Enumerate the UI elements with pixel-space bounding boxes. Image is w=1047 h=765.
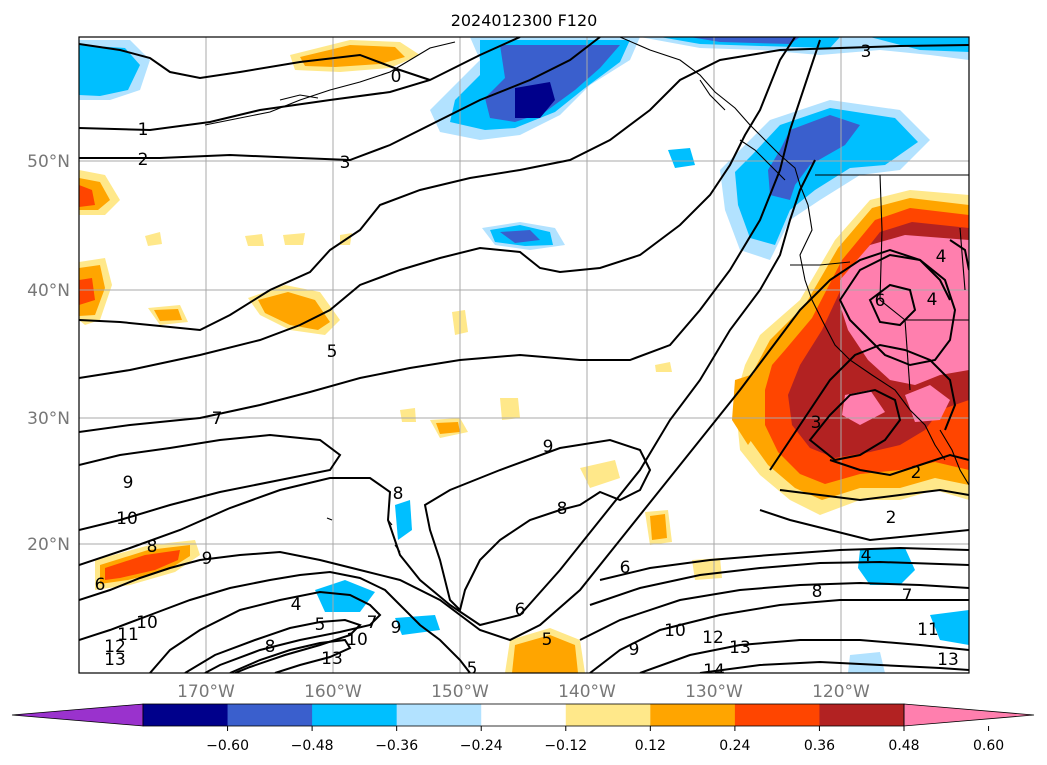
colorbar-tick-label: −0.60 (206, 738, 249, 754)
contour-label: 13 (321, 649, 343, 669)
colorbar-cell (396, 704, 482, 726)
contour-labels: 0 1 2 3 3 5 7 9 9 10 8 9 8 8 6 6 4 5 7 1… (95, 42, 959, 681)
contour-label: 3 (811, 413, 822, 433)
contour-lines (79, 37, 969, 673)
colorbar-cell (734, 704, 820, 726)
figure-title: 2024012300 F120 (451, 11, 598, 30)
colorbar-cell (227, 704, 313, 726)
contour-label: 7 (902, 586, 913, 606)
contour-label: 11 (917, 620, 939, 640)
contour-label: 8 (557, 499, 568, 519)
colorbar-tick-label: 0.12 (635, 738, 666, 754)
map-area: 0 1 2 3 3 5 7 9 9 10 8 9 8 8 6 6 4 5 7 1… (79, 37, 969, 681)
graticule (79, 37, 969, 673)
contour-label: 3 (340, 153, 351, 173)
contour-label: 10 (136, 613, 158, 633)
colorbar-tick-label: −0.12 (544, 738, 587, 754)
lon-label: 150°W (431, 682, 489, 702)
contour-label: 4 (927, 290, 938, 310)
colorbar-tick-label: 0.60 (973, 738, 1004, 754)
contour-label: 4 (291, 595, 302, 615)
contour-label: 7 (212, 409, 223, 429)
colorbar-tick-label: 0.48 (888, 738, 919, 754)
contour-label: 0 (391, 67, 402, 87)
contour-label: 2 (886, 508, 897, 528)
contour-label: 7 (367, 613, 378, 633)
contour-label: 6 (515, 600, 526, 620)
contour-label: 10 (116, 509, 138, 529)
contour-label: 5 (327, 342, 338, 362)
colorbar-cell (481, 704, 567, 726)
contour-label: 2 (138, 150, 149, 170)
contour-label: 13 (729, 638, 751, 658)
lat-label: 20°N (27, 535, 70, 555)
lat-label: 40°N (27, 281, 70, 301)
lon-label: 170°W (177, 682, 235, 702)
colorbar-tick-label: −0.48 (291, 738, 334, 754)
contour-label: 9 (391, 618, 402, 638)
lat-label: 50°N (27, 152, 70, 172)
contour-label: 3 (861, 42, 872, 62)
contour-label: 8 (147, 537, 158, 557)
contour-label: 6 (875, 291, 886, 311)
colorbar-cells (11, 703, 1035, 727)
contour-label: 6 (620, 558, 631, 578)
contour-label: 13 (937, 650, 959, 670)
colorbar-cell (565, 704, 651, 726)
contour-label: 10 (664, 621, 686, 641)
shaded-fields (79, 37, 969, 673)
contour-label: 12 (702, 628, 724, 648)
contour-label: 1 (138, 120, 149, 140)
contour-label: 8 (393, 484, 404, 504)
contour-label: 9 (629, 640, 640, 660)
lon-label: 140°W (558, 682, 616, 702)
contour-label: 5 (542, 630, 553, 650)
contour-label: 8 (265, 637, 276, 657)
lon-label: 130°W (685, 682, 743, 702)
colorbar-cell (819, 704, 905, 726)
longitude-labels: 170°W 160°W 150°W 140°W 130°W 120°W (177, 682, 870, 702)
contour-label: 9 (543, 437, 554, 457)
colorbar-arrow-low (11, 703, 144, 727)
lat-label: 30°N (27, 409, 70, 429)
colorbar: −0.60 −0.48 −0.36 −0.24 −0.12 0.12 0.24 0.36 0.4… (11, 703, 1035, 754)
contour-label: 11 (117, 625, 139, 645)
colorbar-cell (143, 704, 229, 726)
contour-label: 4 (936, 247, 947, 267)
colorbar-cell (312, 704, 398, 726)
lon-label: 120°W (812, 682, 870, 702)
lon-label: 160°W (304, 682, 362, 702)
contour-label: 13 (104, 650, 126, 670)
colorbar-tick-label: 0.36 (804, 738, 835, 754)
colorbar-ticks: −0.60 −0.48 −0.36 −0.24 −0.12 0.12 0.24 0.36 0.4… (206, 726, 1004, 754)
colorbar-tick-label: 0.24 (719, 738, 750, 754)
colorbar-tick-label: −0.24 (460, 738, 503, 754)
colorbar-tick-label: −0.36 (375, 738, 418, 754)
contour-label: 9 (123, 473, 134, 493)
colorbar-frame (142, 703, 905, 727)
colorbar-cell (650, 704, 736, 726)
contour-label: 10 (346, 630, 368, 650)
contour-label: 12 (104, 637, 126, 657)
contour-label: 2 (911, 463, 922, 483)
contour-label: 8 (812, 582, 823, 602)
contour-label: 14 (703, 661, 725, 681)
contour-label: 5 (315, 615, 326, 635)
map-frame (78, 36, 970, 674)
coastlines (204, 37, 969, 553)
contour-label: 9 (202, 549, 213, 569)
contour-label: 5 (467, 659, 478, 679)
contour-label: 6 (95, 575, 106, 595)
contour-label: 4 (861, 546, 872, 566)
colorbar-arrow-high (903, 703, 1035, 727)
latitude-labels: 50°N 40°N 30°N 20°N (27, 152, 70, 555)
